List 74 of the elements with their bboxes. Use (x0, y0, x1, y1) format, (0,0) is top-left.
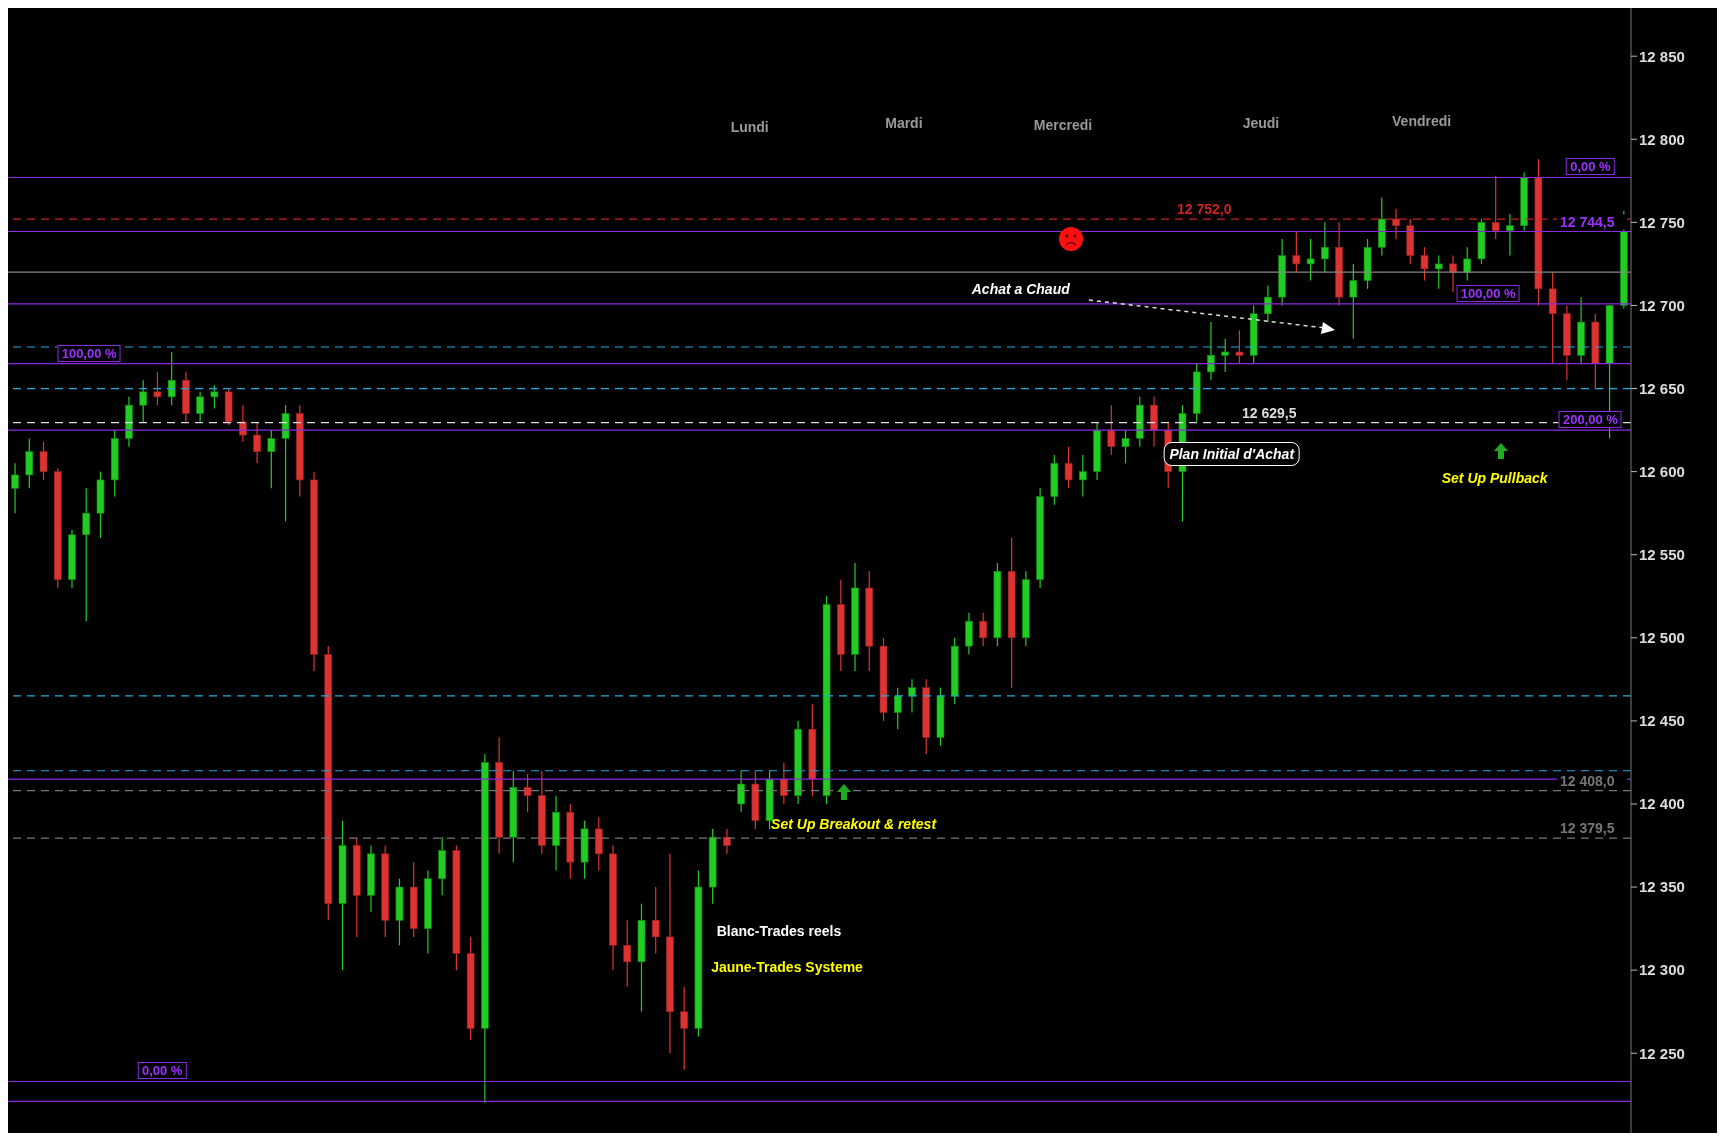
candlestick (623, 919, 632, 988)
y-tick-label: 12 300 (1639, 961, 1685, 979)
candlestick (1221, 338, 1229, 373)
ref-line-label: 12 629,5 (1241, 404, 1297, 421)
y-tick-label: 12 650 (1639, 379, 1685, 397)
annotation: Set Up Pullback (1441, 470, 1548, 487)
candlestick (780, 761, 788, 805)
candlestick (680, 986, 688, 1071)
ref-line-label: 12 408,0 (1560, 772, 1615, 789)
candlestick (1506, 213, 1514, 257)
candlestick (25, 437, 34, 489)
annotation: Achat a Chaud (971, 281, 1070, 298)
candlestick (1491, 175, 1500, 240)
candlestick (39, 441, 48, 481)
candlestick (1420, 246, 1429, 282)
candlestick (139, 379, 147, 423)
ref-line-label: 12 752,0 (1177, 201, 1232, 218)
ref-line-label: 12 744,5 (1560, 213, 1615, 230)
y-tick-label: 12 750 (1639, 213, 1685, 231)
annotation: Blanc-Trades reels (716, 922, 842, 939)
annotation: Jaune-Trades Systeme (711, 958, 863, 975)
candlestick (1463, 246, 1472, 282)
annotation: Vendredi (1392, 112, 1452, 129)
candlestick (167, 351, 176, 406)
annotation: 100,00 % (57, 344, 121, 362)
candlestick (253, 421, 261, 464)
candlestick (267, 429, 276, 489)
y-tick-label: 12 350 (1639, 878, 1685, 896)
y-tick-label: 12 850 (1639, 47, 1685, 65)
y-tick-label: 12 600 (1639, 462, 1685, 480)
annotation: 0,00 % (137, 1062, 187, 1080)
candlestick (1321, 221, 1329, 273)
candlestick (908, 678, 916, 714)
candlestick (737, 770, 745, 813)
candlestick (893, 687, 902, 730)
candlestick (979, 612, 987, 647)
y-tick-label: 12 800 (1639, 130, 1685, 148)
y-tick-label: 12 700 (1639, 296, 1685, 314)
candlestick (82, 487, 91, 622)
candlestick (651, 886, 660, 955)
y-tick-label: 12 450 (1639, 712, 1685, 730)
candlestick (1264, 284, 1272, 323)
candlestick (1107, 404, 1116, 456)
y-tick-label: 12 400 (1639, 795, 1685, 813)
candlestick (523, 773, 532, 813)
candlestick (210, 384, 219, 410)
candlestick (1079, 454, 1087, 498)
annotation: Lundi (730, 119, 769, 136)
y-tick-label: 12 250 (1639, 1044, 1685, 1062)
annotation: 100,00 % (1456, 284, 1520, 302)
candlestick (196, 391, 204, 423)
annotation: Plan Initial d'Achat (1163, 441, 1301, 466)
annotation: 200,00 % (1558, 411, 1622, 429)
candlestick (1292, 230, 1301, 273)
candlestick (1207, 321, 1215, 381)
candlestick (1121, 429, 1130, 464)
candlestick (11, 462, 19, 514)
y-tick-label: 12 550 (1639, 546, 1685, 564)
candlestick (1434, 255, 1443, 290)
candlestick (1392, 208, 1400, 240)
annotation: 0,00 % (1566, 158, 1615, 176)
candlestick (1306, 238, 1315, 282)
ref-line-label: 12 379,5 (1560, 820, 1615, 837)
candlestick (1349, 263, 1358, 340)
candlestick (153, 371, 162, 406)
y-tick-label: 12 500 (1639, 629, 1685, 647)
candlestick (1064, 446, 1073, 489)
annotation: Set Up Breakout & retest (771, 815, 937, 832)
candlestick (1449, 255, 1457, 293)
annotation: Mardi (885, 114, 923, 131)
candlestick (1235, 329, 1244, 365)
candlestick (723, 828, 731, 855)
annotation: Mercredi (1033, 117, 1093, 133)
annotation: Jeudi (1242, 114, 1280, 131)
